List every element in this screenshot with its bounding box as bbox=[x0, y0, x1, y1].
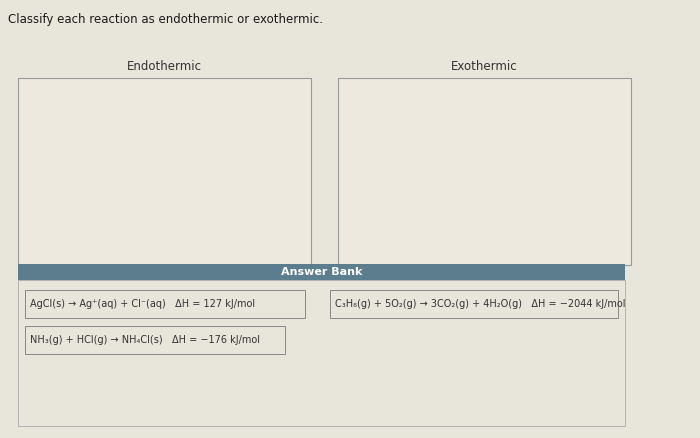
Text: Endothermic: Endothermic bbox=[127, 60, 202, 73]
Text: Exothermic: Exothermic bbox=[452, 60, 518, 73]
Bar bbox=[18, 78, 311, 265]
Text: Classify each reaction as endothermic or exothermic.: Classify each reaction as endothermic or… bbox=[8, 13, 323, 26]
Bar bbox=[18, 280, 625, 426]
Bar bbox=[330, 290, 618, 318]
Bar bbox=[18, 264, 625, 280]
Text: Answer Bank: Answer Bank bbox=[281, 267, 362, 277]
Bar bbox=[338, 78, 631, 265]
Bar bbox=[25, 326, 285, 354]
Text: AgCl(s) → Ag⁺(aq) + Cl⁻(aq)   ΔH = 127 kJ/mol: AgCl(s) → Ag⁺(aq) + Cl⁻(aq) ΔH = 127 kJ/… bbox=[30, 299, 255, 309]
Bar bbox=[25, 290, 305, 318]
Text: C₃H₈(g) + 5O₂(g) → 3CO₂(g) + 4H₂O(g)   ΔH = −2044 kJ/mol: C₃H₈(g) + 5O₂(g) → 3CO₂(g) + 4H₂O(g) ΔH … bbox=[335, 299, 626, 309]
Text: NH₃(g) + HCl(g) → NH₄Cl(s)   ΔH = −176 kJ/mol: NH₃(g) + HCl(g) → NH₄Cl(s) ΔH = −176 kJ/… bbox=[30, 335, 260, 345]
